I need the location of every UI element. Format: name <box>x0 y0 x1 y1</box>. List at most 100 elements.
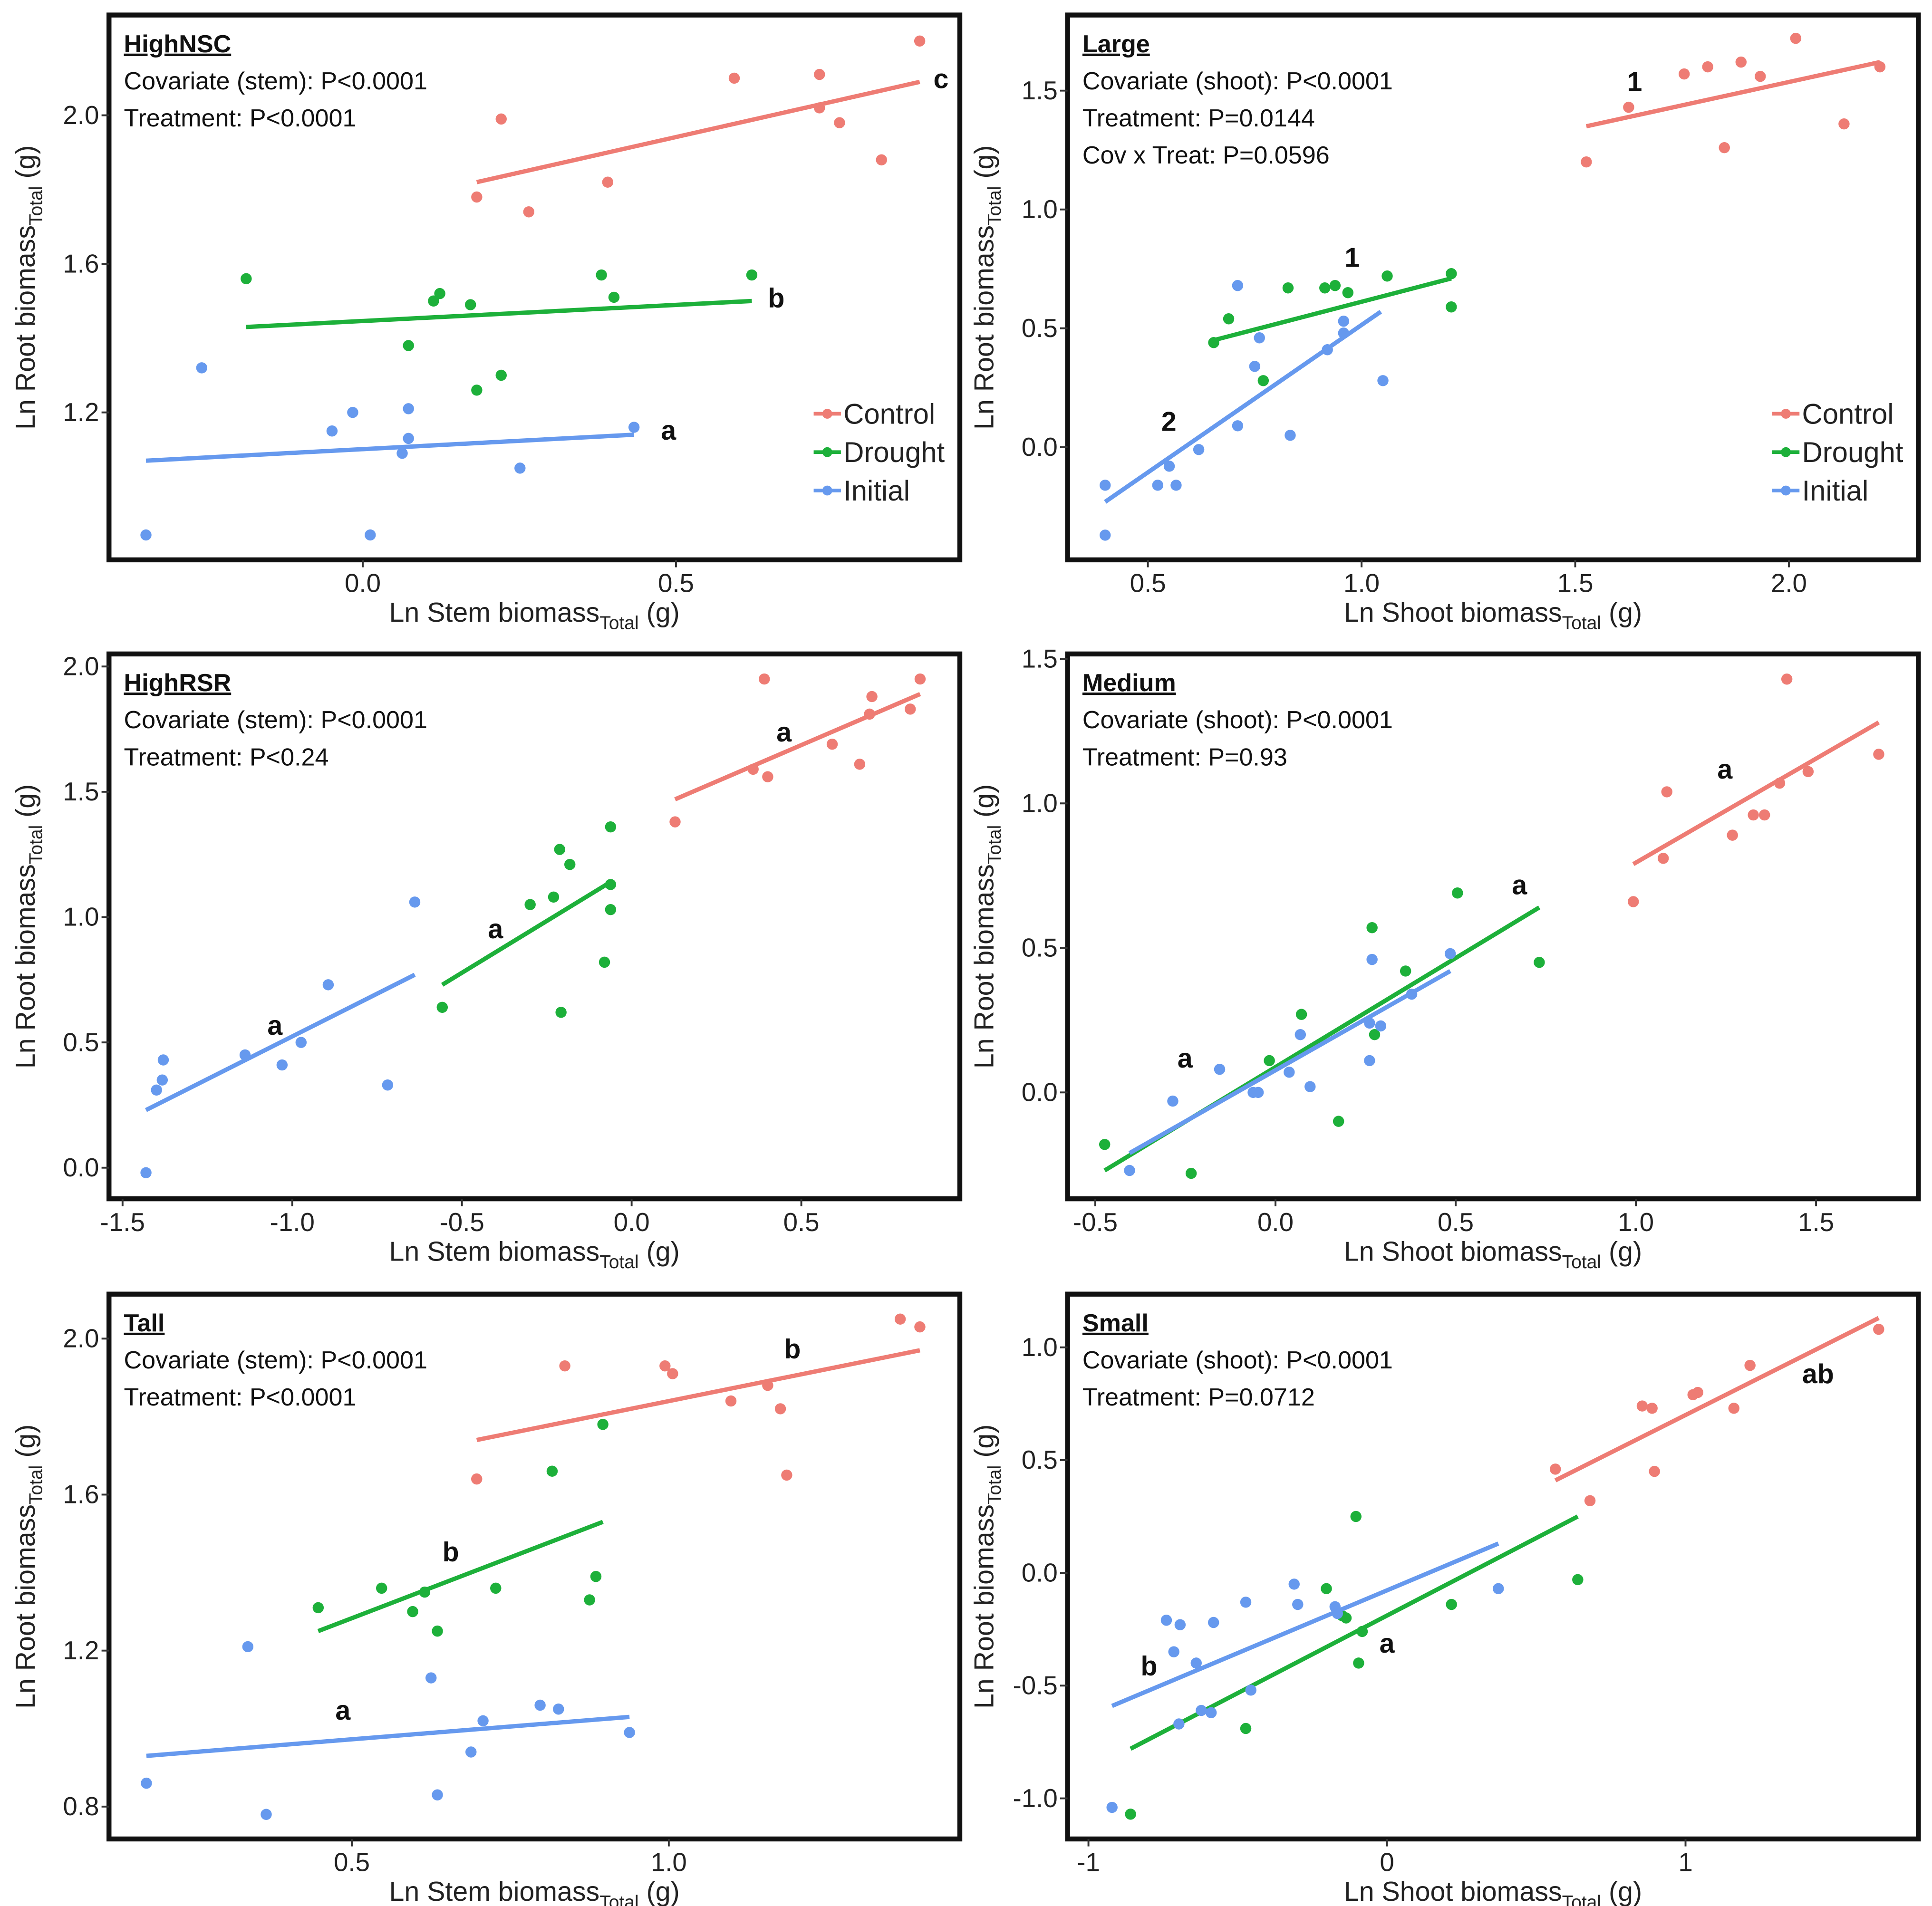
data-point <box>1452 887 1463 899</box>
data-point <box>1208 1617 1219 1628</box>
data-point <box>1321 1583 1332 1595</box>
stat-line: Covariate (shoot): P<0.0001 <box>1082 67 1393 95</box>
stat-line: Covariate (shoot): P<0.0001 <box>1082 1347 1393 1374</box>
x-tick-label: -1.0 <box>270 1207 315 1237</box>
series-initial: 2 <box>1100 280 1389 541</box>
y-tick-label: -0.5 <box>1013 1671 1058 1700</box>
y-tick-label: 0.5 <box>1022 313 1058 343</box>
y-tick-label: 1.5 <box>1022 644 1058 673</box>
legend-label: Initial <box>1802 475 1868 507</box>
y-tick-label: 1.2 <box>63 1636 99 1665</box>
y-tick-label: 1.0 <box>1022 194 1058 224</box>
data-point <box>403 433 414 444</box>
data-point <box>1400 965 1411 977</box>
y-tick-label: 1.5 <box>63 777 99 806</box>
panel-highnsc: 0.0 0.51.21.62.0Ln Stem biomassTotal (g)L… <box>10 12 963 634</box>
series-initial: a <box>1124 948 1456 1176</box>
series-drought: b <box>312 1419 609 1637</box>
x-tick-label: -1 <box>1077 1848 1100 1877</box>
data-point <box>1493 1583 1504 1595</box>
data-point <box>608 291 620 303</box>
series-drought: 1 <box>1208 243 1457 386</box>
group-letter: a <box>1512 870 1527 900</box>
data-point <box>407 1606 418 1617</box>
y-axis-label-main: Ln Root biomass <box>969 864 999 1069</box>
data-point <box>1744 1359 1756 1371</box>
data-point <box>1692 1386 1703 1398</box>
legend-label: Drought <box>1802 436 1903 468</box>
data-point <box>1284 1067 1295 1078</box>
y-axis-label-main: Ln Root biomass <box>969 1504 999 1709</box>
x-tick-label: 1.5 <box>1557 568 1594 598</box>
data-point <box>746 269 758 281</box>
y-tick-label: 1.0 <box>1022 788 1058 818</box>
data-point <box>1444 948 1456 960</box>
data-point <box>1223 313 1235 325</box>
x-axis-label: Ln Shoot biomassTotal (g) <box>1344 1877 1642 1906</box>
data-point <box>396 447 408 459</box>
y-axis-label-main: Ln Root biomass <box>969 225 999 430</box>
data-point <box>477 1715 489 1727</box>
legend-marker <box>1781 409 1791 419</box>
y-axis-label-sub: Total <box>26 1465 47 1505</box>
x-tick-label: 2.0 <box>1771 568 1807 598</box>
x-axis-label-unit: (g) <box>1601 597 1642 628</box>
fit-line <box>145 972 416 1112</box>
x-tick-label: 0.0 <box>614 1207 650 1237</box>
data-point <box>1446 1598 1457 1610</box>
data-point <box>1099 1139 1111 1150</box>
data-point <box>590 1571 602 1582</box>
data-point <box>376 1582 387 1594</box>
data-point <box>1196 1704 1207 1716</box>
x-axis-label-sub: Total <box>599 1892 639 1906</box>
data-point <box>365 529 376 541</box>
data-point <box>1350 1511 1362 1522</box>
data-point <box>1628 896 1639 907</box>
data-point <box>1240 1723 1252 1734</box>
data-point <box>1304 1081 1316 1092</box>
data-point <box>781 1469 792 1481</box>
data-point <box>905 703 916 715</box>
panel-title: Tall <box>124 1309 165 1337</box>
x-axis-label-main: Ln Shoot biomass <box>1344 597 1562 628</box>
data-point <box>196 362 208 374</box>
data-point <box>1152 480 1164 491</box>
x-tick-label: 0.5 <box>658 568 694 598</box>
data-point <box>1873 749 1884 760</box>
data-point <box>495 113 507 125</box>
y-axis-label: Ln Root biomassTotal (g) <box>10 1425 47 1709</box>
x-axis-label-sub: Total <box>599 1252 639 1272</box>
data-point <box>471 191 483 203</box>
x-axis-label-sub: Total <box>599 613 639 634</box>
data-point <box>471 1473 483 1485</box>
data-point <box>241 273 252 285</box>
data-point <box>1257 375 1269 386</box>
x-tick-label: 0.0 <box>1257 1207 1294 1237</box>
data-point <box>728 72 740 84</box>
data-point <box>659 1360 671 1372</box>
x-axis-label-main: Ln Shoot biomass <box>1344 1236 1562 1267</box>
data-point <box>1838 118 1850 130</box>
data-point <box>1719 142 1730 154</box>
data-point <box>326 425 338 437</box>
data-point <box>1748 809 1759 821</box>
group-letter: b <box>443 1537 459 1567</box>
series-initial: a <box>140 362 676 541</box>
group-letter: 2 <box>1161 407 1177 437</box>
series-control: ab <box>1550 1316 1884 1507</box>
data-point <box>624 1727 635 1738</box>
data-point <box>814 68 825 80</box>
x-tick-label: 1.0 <box>651 1848 687 1877</box>
data-point <box>242 1641 254 1653</box>
group-letter: 1 <box>1627 67 1642 97</box>
y-axis-label-unit: (g) <box>10 1425 41 1465</box>
data-point <box>1124 1165 1135 1176</box>
x-tick-label: 0 <box>1380 1848 1394 1877</box>
data-point <box>1702 61 1713 73</box>
plot-frame <box>1065 1291 1921 1842</box>
plot-frame <box>1065 12 1921 563</box>
legend-marker <box>1781 485 1791 496</box>
y-tick-label: 0.0 <box>1022 1558 1058 1587</box>
data-point <box>1168 1646 1179 1657</box>
